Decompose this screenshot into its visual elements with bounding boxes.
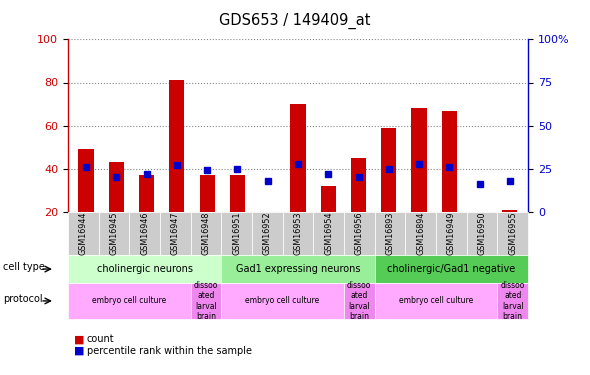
Text: dissoo
ated
larval
brain: dissoo ated larval brain <box>500 281 525 321</box>
Bar <box>381 128 396 212</box>
Text: GSM16944: GSM16944 <box>78 212 88 255</box>
Text: dissoo
ated
larval
brain: dissoo ated larval brain <box>347 281 372 321</box>
Text: cholinergic/Gad1 negative: cholinergic/Gad1 negative <box>387 264 516 274</box>
Bar <box>290 104 306 212</box>
Text: ■: ■ <box>74 334 84 344</box>
Text: percentile rank within the sample: percentile rank within the sample <box>87 346 252 355</box>
Bar <box>109 162 124 212</box>
Text: embryo cell culture: embryo cell culture <box>245 296 320 305</box>
Text: protocol: protocol <box>3 294 42 304</box>
Text: GSM16949: GSM16949 <box>447 211 456 255</box>
Text: count: count <box>87 334 114 344</box>
Bar <box>199 175 215 212</box>
Text: GSM16953: GSM16953 <box>293 211 303 255</box>
Bar <box>230 175 245 212</box>
Text: cholinergic neurons: cholinergic neurons <box>97 264 192 274</box>
Text: GSM16956: GSM16956 <box>355 211 364 255</box>
Text: Gad1 expressing neurons: Gad1 expressing neurons <box>235 264 360 274</box>
Bar <box>169 80 185 212</box>
Bar <box>502 210 517 212</box>
Bar <box>78 149 94 212</box>
Text: GSM16954: GSM16954 <box>324 211 333 255</box>
Text: GSM16950: GSM16950 <box>477 211 487 255</box>
Text: GSM16945: GSM16945 <box>109 211 119 255</box>
Bar <box>442 111 457 212</box>
Text: cell type: cell type <box>3 262 45 272</box>
Text: GSM16948: GSM16948 <box>201 212 211 255</box>
Text: GSM16947: GSM16947 <box>171 211 180 255</box>
Bar <box>139 175 154 212</box>
Text: GSM16952: GSM16952 <box>263 211 272 255</box>
Text: embryo cell culture: embryo cell culture <box>92 296 166 305</box>
Text: GSM16946: GSM16946 <box>140 212 149 255</box>
Text: dissoo
ated
larval
brain: dissoo ated larval brain <box>194 281 218 321</box>
Text: GSM16893: GSM16893 <box>385 212 395 255</box>
Text: ■: ■ <box>74 346 84 355</box>
Bar <box>411 108 427 212</box>
Text: GSM16955: GSM16955 <box>508 211 517 255</box>
Bar <box>320 186 336 212</box>
Text: GSM16894: GSM16894 <box>416 212 425 255</box>
Text: GDS653 / 149409_at: GDS653 / 149409_at <box>219 13 371 29</box>
Bar <box>351 158 366 212</box>
Text: GSM16951: GSM16951 <box>232 211 241 255</box>
Text: embryo cell culture: embryo cell culture <box>399 296 473 305</box>
